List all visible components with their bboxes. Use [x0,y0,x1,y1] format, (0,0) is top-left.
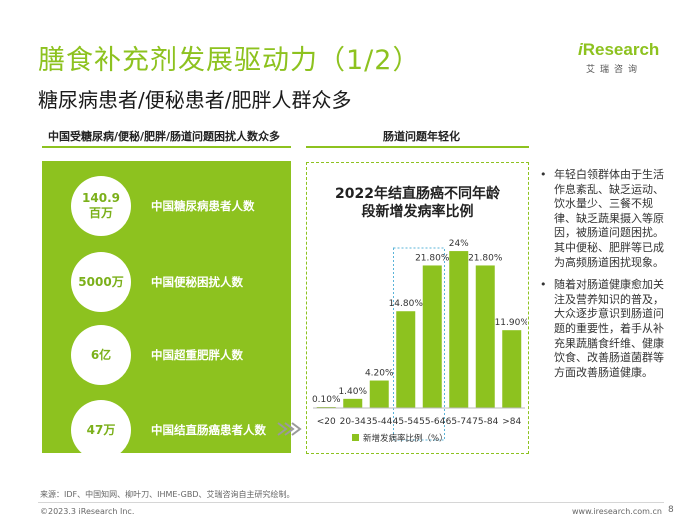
left-section-heading: 中国受糖尿病/便秘/肥胖/肠道问题困扰人数众多 [48,130,281,143]
stat-label: 中国便秘困扰人数 [151,275,243,289]
legend-label: 新增发病率比例（%） [363,433,448,444]
stat-value: 6亿 [90,347,112,362]
data-label-45-54: 14.80% [389,299,424,309]
bar-55-64 [422,265,442,408]
x-tick-65-74: 65-74 [446,417,472,427]
chart-title-line1: 2022年结直肠癌不同年龄 [335,186,500,202]
stat-diabetes: 140.9 百万 中国糖尿病患者人数 [42,176,291,236]
page-title: 膳食补充剂发展驱动力（1/2） [38,45,421,76]
insight-item: • 年轻白领群体由于生活作息紊乱、缺乏运动、饮水量少、三餐不规律、缺乏蔬果摄入等原… [540,168,664,269]
bar-65-74 [449,251,469,408]
data-label->84: 11.90% [495,318,527,328]
data-label-55-64: 21.80% [415,253,450,263]
logo-wordmark: iResearch [578,40,660,59]
x-tick-45-54: 45-54 [393,417,419,427]
bar-75-84 [475,265,495,408]
legend-swatch [352,434,359,441]
data-label-35-44: 4.20% [365,369,394,379]
page-subtitle: 糖尿病患者/便秘患者/肥胖人群众多 [38,88,352,112]
iresearch-logo: iResearch 艾瑞咨询 [578,40,660,78]
copyright: ©2023.3 iResearch Inc. [40,507,135,516]
bar-45-54 [396,311,416,408]
highlight-box [393,247,445,441]
x-tick-75-84: 75-84 [472,417,498,427]
insight-list: • 年轻白领群体由于生活作息紊乱、缺乏运动、饮水量少、三餐不规律、缺乏蔬果摄入等原… [538,168,674,388]
footer-divider [38,502,664,503]
right-section-divider [306,146,529,148]
right-section-heading: 肠道问题年轻化 [383,130,460,143]
stat-value: 47万 [86,422,116,437]
stat-constipation: 5000万 中国便秘困扰人数 [42,252,291,312]
bar-chart: 0.10% <20 1.40% 20-34 4.20% 35-44 14.80% 45-54 2… [312,239,527,444]
x-tick-<20: <20 [317,417,336,427]
stats-panel: 140.9 百万 中国糖尿病患者人数 5000万 中国便秘困扰人数 6亿 中国超… [42,161,291,460]
x-tick-35-44: 35-44 [366,417,392,427]
insight-item: • 随着对肠道健康愈加关注及营养知识的普及，大众逐步意识到肠道问题的重要性，着手从… [540,278,664,379]
data-label-20-34: 1.40% [338,387,367,397]
stat-value: 5000万 [78,274,124,289]
data-label-75-84: 21.80% [468,253,503,263]
logo-chinese: 艾瑞咨询 [586,65,643,75]
x-tick->84: >84 [502,417,521,427]
source-note: 来源：IDF、中国知网、柳叶刀、IHME-GBD、艾瑞咨询自主研究绘制。 [40,490,295,499]
stat-value-circle: 5000万 [71,252,131,312]
bar-20-34 [343,398,363,408]
left-section-divider [42,146,291,148]
page-number: 8 [668,505,674,515]
stat-label: 中国超重肥胖人数 [151,348,243,362]
data-label-<20: 0.10% [312,395,341,405]
stat-colorectal-cancer: 47万 中国结直肠癌患者人数 [42,400,291,460]
chart-title-line2: 段新增发病率比例 [361,204,474,220]
stat-value-circle: 47万 [71,400,131,460]
double-chevron-right-icon [277,422,302,436]
bar-35-44 [369,380,389,408]
stat-value-circle: 6亿 [71,325,131,385]
x-tick-55-64: 55-64 [419,417,445,427]
stat-unit: 百万 [88,206,113,220]
bar->84 [502,330,522,408]
chart-container: 2022年结直肠癌不同年龄 段新增发病率比例 0.10% <20 1.40% 20-3… [306,162,529,454]
stat-label: 中国结直肠癌患者人数 [151,423,266,437]
stat-value: 140.9 [82,191,120,205]
website-link[interactable]: www.iresearch.com.cn [572,507,662,516]
stat-obesity: 6亿 中国超重肥胖人数 [42,325,291,385]
stat-label: 中国糖尿病患者人数 [151,199,255,213]
x-tick-20-34: 20-34 [340,417,366,427]
data-label-65-74: 24% [449,239,469,249]
stat-value-circle: 140.9 百万 [71,176,131,236]
